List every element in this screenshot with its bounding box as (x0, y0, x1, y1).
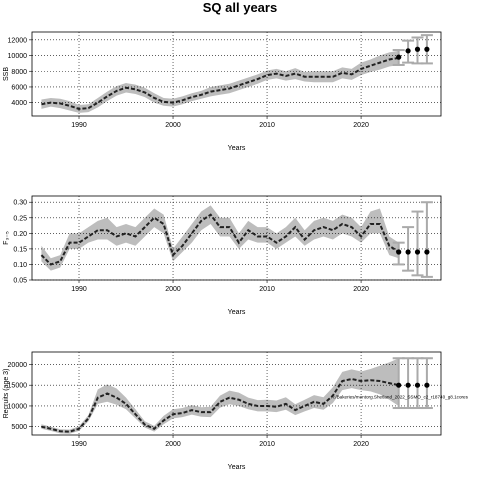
y-tick-label: 0.30 (13, 200, 27, 207)
y-tick-label: 0.15 (13, 246, 27, 253)
y-tick-label: 0.25 (13, 215, 27, 222)
y-axis-label: Recruits (age 3) (3, 369, 10, 419)
x-axis-label: Years (228, 464, 246, 471)
confidence-band (41, 358, 399, 434)
plot-frame (31, 195, 442, 281)
x-axis-label: Years (228, 309, 246, 316)
confidence-band (41, 50, 399, 113)
y-axis-label: SSB (3, 67, 10, 81)
projection-point (414, 382, 421, 388)
plot-frame (31, 351, 442, 436)
projection-point (414, 249, 421, 255)
projection-point (405, 249, 411, 255)
y-tick-label: 5000 (11, 424, 27, 431)
y-axis-label: F₃₋₅ (3, 231, 10, 245)
y-tick-label: 0.20 (13, 231, 27, 238)
source-annotation: A:/Bakeries/mentorg.Shetland_2022_SSMO_c… (331, 395, 469, 400)
projection-point (414, 46, 421, 52)
x-tick-label: 2010 (259, 122, 275, 129)
projection-point (424, 249, 430, 255)
projection-point (424, 382, 430, 388)
x-tick-label: 2020 (353, 122, 369, 129)
x-tick-label: 1990 (71, 286, 87, 293)
y-tick-label: 0.05 (13, 278, 27, 285)
series-line (41, 56, 399, 110)
x-tick-label: 2010 (259, 286, 275, 293)
y-tick-label: 10000 (8, 53, 28, 60)
projection-point (405, 48, 411, 54)
y-tick-label: 4000 (11, 100, 27, 107)
plot-frame (31, 31, 442, 117)
y-tick-label: 20000 (8, 362, 28, 369)
x-tick-label: 2020 (353, 286, 369, 293)
panel-fishing-mortality: 1990 2000 2010 2020 0.05 0.10 0.15 0.20 0.25 0.30… (3, 195, 442, 316)
x-tick-label: 2020 (353, 441, 369, 448)
confidence-band (41, 205, 399, 271)
y-tick-label: 15000 (8, 383, 28, 390)
projection-point (396, 54, 402, 60)
projection-point (424, 46, 430, 52)
y-tick-label: 10000 (8, 403, 28, 410)
y-tick-label: 0.10 (13, 262, 27, 269)
x-tick-label: 1990 (71, 441, 87, 448)
projection-point (405, 382, 411, 388)
y-tick-label: 12000 (8, 37, 28, 44)
series-line (40, 213, 400, 266)
projection-point (396, 382, 402, 388)
y-tick-label: 6000 (11, 84, 27, 91)
series-line (41, 377, 399, 433)
x-tick-label: 2000 (165, 286, 181, 293)
panel-recruits: 1990 2000 2010 2020 5000 10000 15000 20000 Years… (3, 351, 442, 471)
x-axis-label: Years (228, 145, 246, 152)
x-tick-label: 2010 (259, 441, 275, 448)
figure-title: SQ all years (203, 0, 277, 15)
y-tick-label: 8000 (11, 69, 27, 76)
projection-point (396, 249, 402, 255)
x-tick-label: 1990 (71, 122, 87, 129)
panel-ssb: 1990 2000 2010 2020 4000 6000 8000 10000 12000 Ye… (3, 31, 442, 152)
x-tick-label: 2000 (165, 441, 181, 448)
x-tick-label: 2000 (165, 122, 181, 129)
